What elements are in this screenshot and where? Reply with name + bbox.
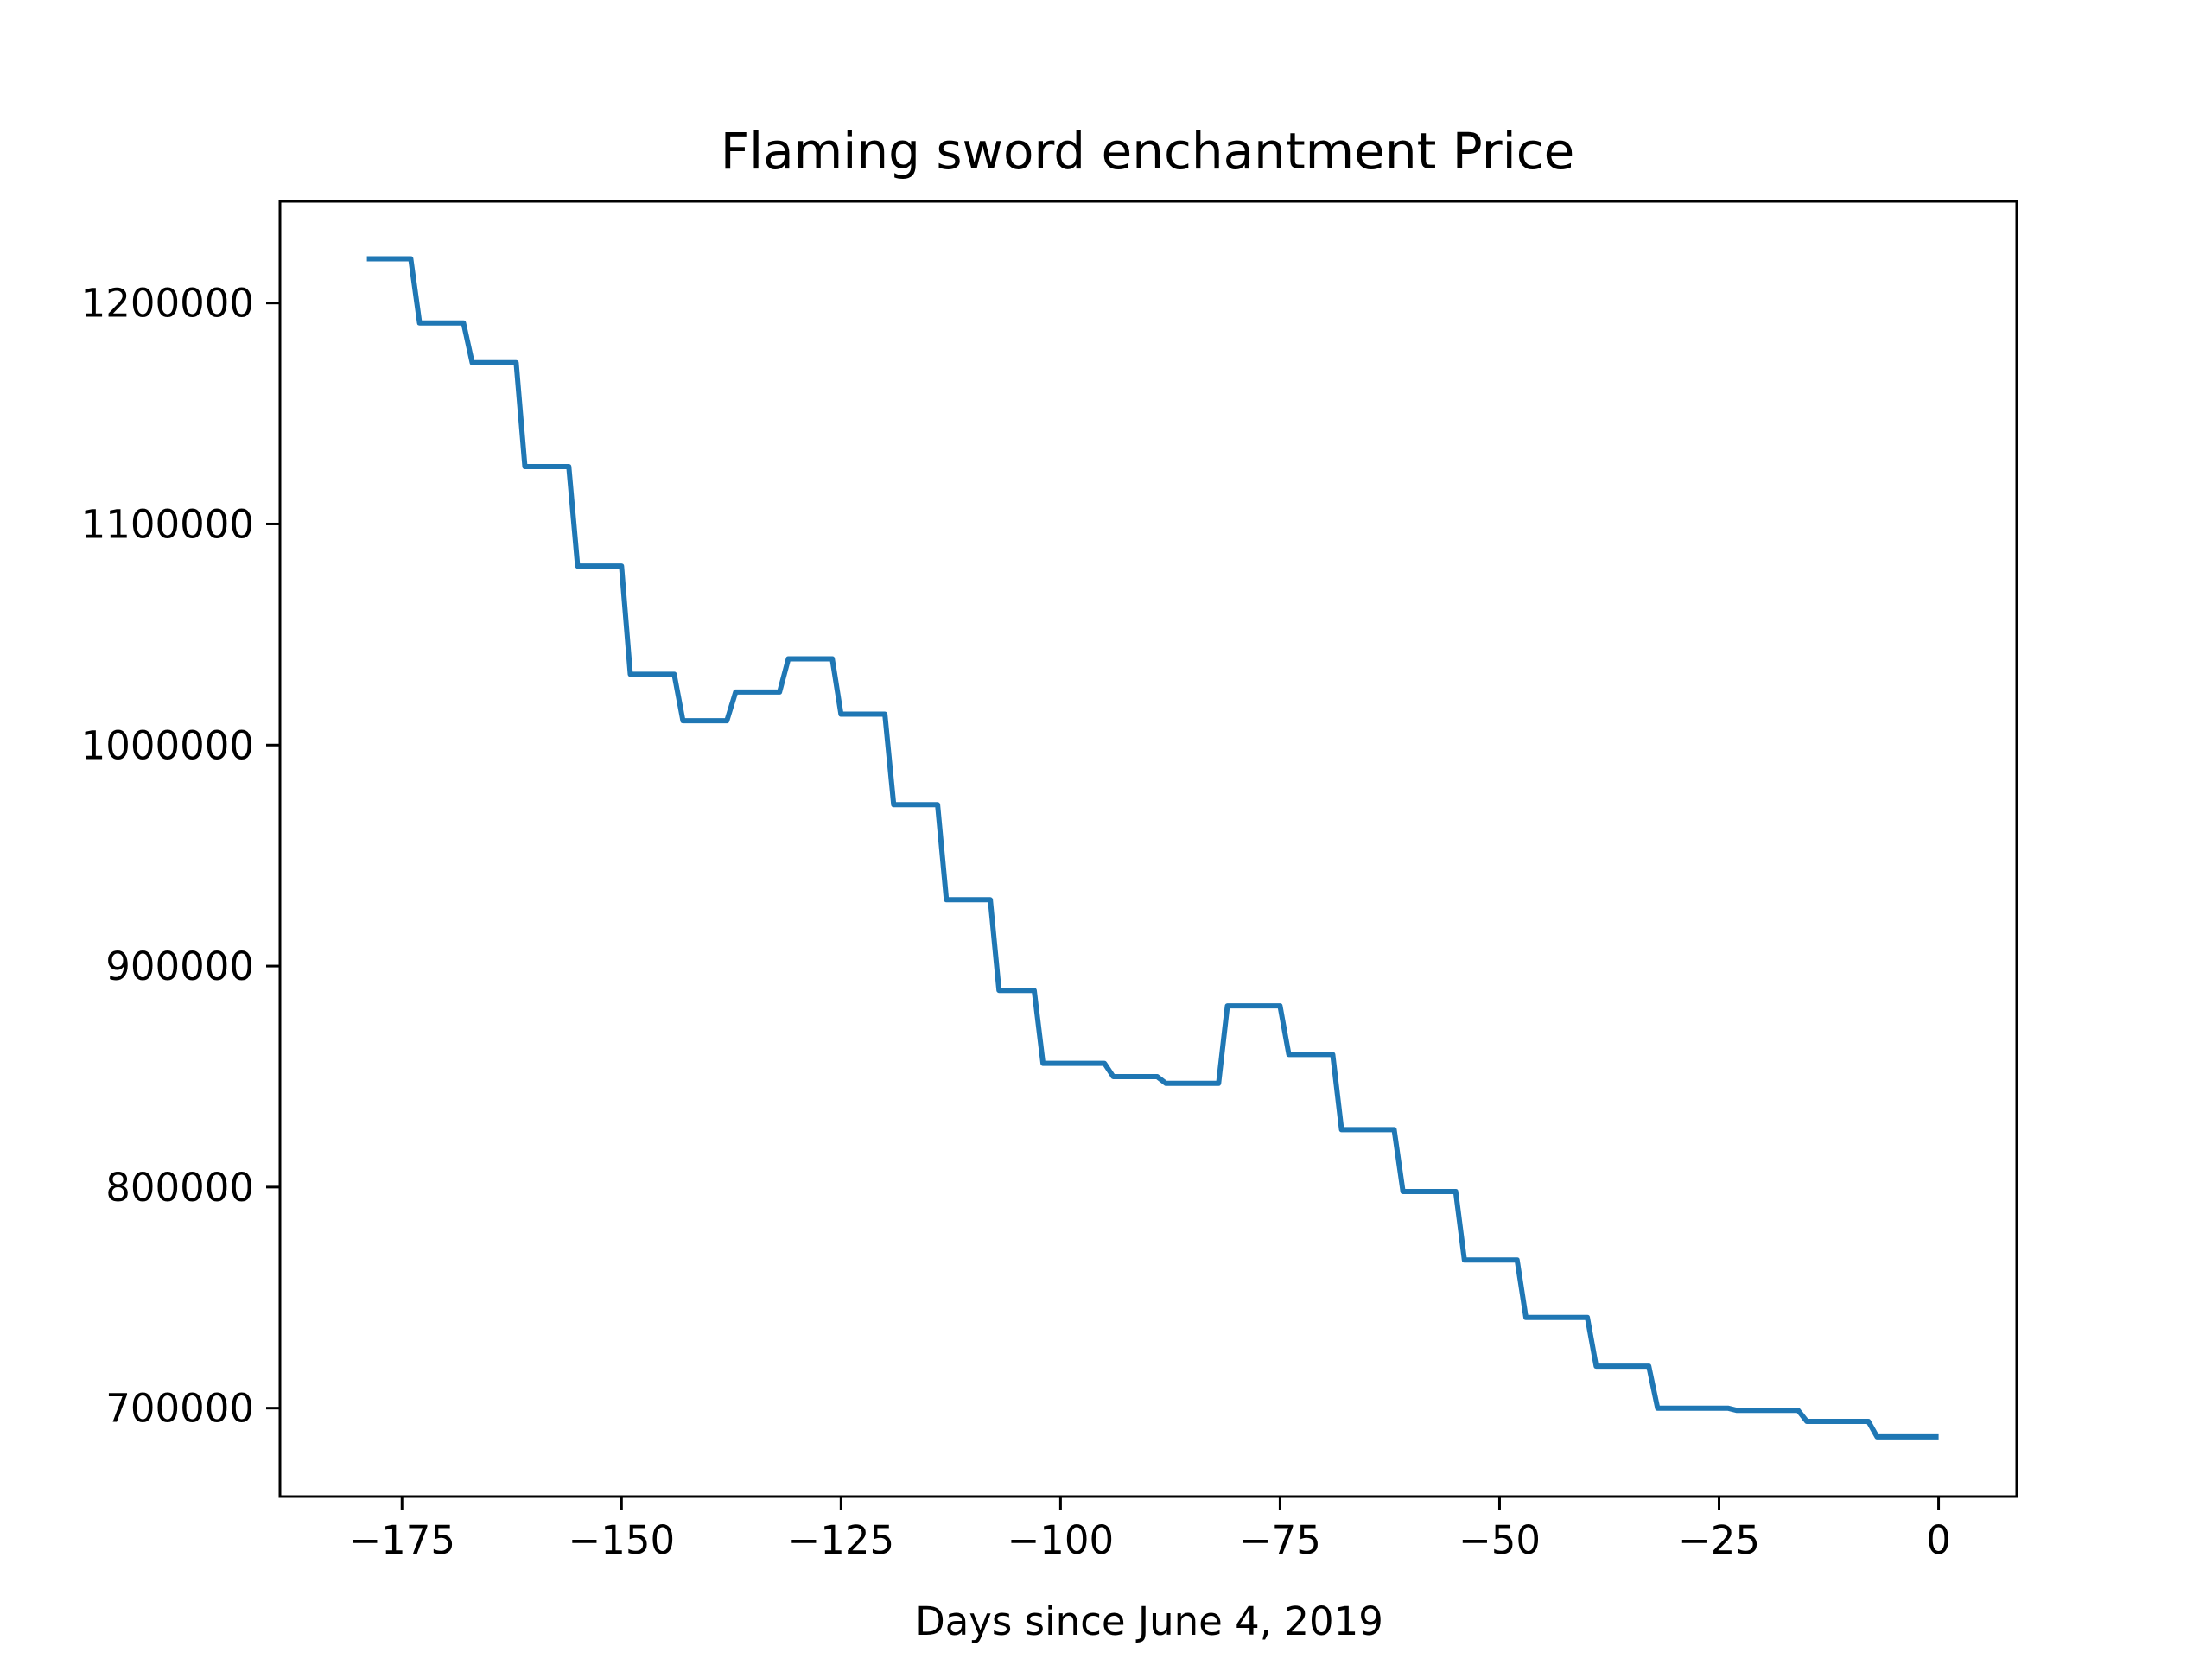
x-tick-label: −25	[1678, 1517, 1760, 1563]
x-axis-label: Days since June 4, 2019	[915, 1599, 1383, 1644]
y-axis-ticks: 700000 800000 900000 1000000 1100000 1200000	[81, 281, 280, 1432]
x-tick-label: −125	[788, 1517, 895, 1563]
y-tick-label: 1200000	[81, 281, 254, 327]
y-tick-label: 700000	[105, 1386, 254, 1432]
x-tick-label: −100	[1007, 1517, 1115, 1563]
x-tick-label: −75	[1239, 1517, 1321, 1563]
y-tick-label: 900000	[105, 944, 254, 989]
x-tick-label: −50	[1459, 1517, 1541, 1563]
x-tick-label: −175	[348, 1517, 455, 1563]
plot-frame	[278, 200, 2018, 1498]
x-tick-label: 0	[1926, 1517, 1951, 1563]
y-tick-label: 800000	[105, 1165, 254, 1211]
chart-title: Flaming sword enchantment Price	[721, 122, 1575, 181]
x-tick-label: −150	[568, 1517, 675, 1563]
x-axis-ticks: −175 −150 −125 −100 −75 −50 −25 0	[348, 1497, 1951, 1563]
series-layer	[366, 256, 1939, 1440]
price-line	[366, 256, 1939, 1440]
y-tick-label: 1100000	[81, 501, 254, 547]
y-tick-label: 1000000	[81, 722, 254, 768]
